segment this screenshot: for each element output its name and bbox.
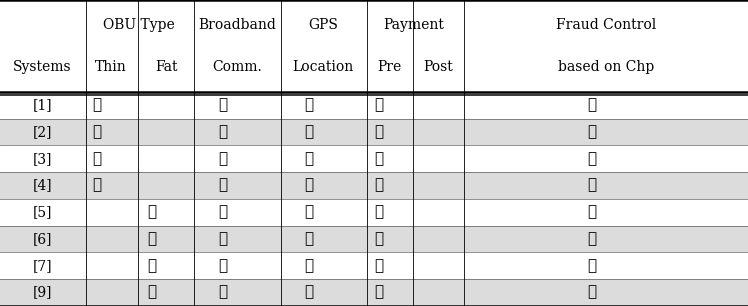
Text: Thin: Thin	[95, 60, 126, 74]
Text: ✓: ✓	[218, 259, 227, 273]
Bar	[0, 199, 748, 226]
Text: [2]: [2]	[33, 125, 52, 139]
Text: [7]: [7]	[33, 259, 52, 273]
Text: ✓: ✓	[218, 232, 227, 246]
Text: ✓: ✓	[587, 152, 596, 166]
Text: Comm.: Comm.	[212, 60, 262, 74]
Text: ✓: ✓	[304, 152, 313, 166]
Text: ✓: ✓	[147, 285, 156, 300]
Text: ✓: ✓	[304, 232, 313, 246]
Text: ✓: ✓	[218, 125, 227, 139]
Text: ✓: ✓	[147, 205, 156, 219]
Text: ✓: ✓	[304, 178, 313, 192]
Bar	[0, 119, 748, 145]
Text: [1]: [1]	[33, 98, 52, 112]
Text: ✓: ✓	[587, 205, 596, 219]
Text: Fat: Fat	[155, 60, 177, 74]
Bar	[0, 226, 748, 252]
Text: ✓: ✓	[304, 98, 313, 112]
Text: Pre: Pre	[378, 60, 402, 74]
Text: ✓: ✓	[587, 125, 596, 139]
Text: ✓: ✓	[587, 232, 596, 246]
Text: ✓: ✓	[375, 232, 384, 246]
Bar	[0, 279, 748, 306]
Text: ✓: ✓	[587, 259, 596, 273]
Text: GPS: GPS	[308, 18, 338, 32]
Text: [3]: [3]	[33, 152, 52, 166]
Text: ✓: ✓	[375, 178, 384, 192]
Bar	[0, 172, 748, 199]
Text: ✓: ✓	[147, 259, 156, 273]
Text: Payment: Payment	[384, 18, 444, 32]
Text: ✓: ✓	[587, 178, 596, 192]
Text: Systems: Systems	[13, 60, 72, 74]
Text: Post: Post	[423, 60, 453, 74]
Text: Fraud Control: Fraud Control	[556, 18, 656, 32]
Text: ✓: ✓	[375, 125, 384, 139]
Bar	[0, 145, 748, 172]
Text: [6]: [6]	[33, 232, 52, 246]
Text: ✓: ✓	[218, 205, 227, 219]
Text: [4]: [4]	[33, 178, 52, 192]
Text: OBU Type: OBU Type	[102, 18, 174, 32]
Text: ✓: ✓	[218, 178, 227, 192]
Text: [5]: [5]	[33, 205, 52, 219]
Bar	[0, 252, 748, 279]
Text: Broadband: Broadband	[198, 18, 276, 32]
Text: ✓: ✓	[304, 259, 313, 273]
Text: ✓: ✓	[304, 125, 313, 139]
Text: ✓: ✓	[218, 98, 227, 112]
Text: ✓: ✓	[304, 285, 313, 300]
Text: ✓: ✓	[375, 285, 384, 300]
Bar	[0, 92, 748, 119]
Text: ✓: ✓	[375, 152, 384, 166]
Bar	[0, 0, 748, 92]
Text: ✓: ✓	[304, 205, 313, 219]
Text: ✓: ✓	[147, 232, 156, 246]
Text: [9]: [9]	[33, 285, 52, 300]
Text: ✓: ✓	[587, 98, 596, 112]
Text: ✓: ✓	[92, 178, 101, 192]
Text: ✓: ✓	[375, 205, 384, 219]
Text: ✓: ✓	[218, 152, 227, 166]
Text: based on Chp: based on Chp	[558, 60, 654, 74]
Text: ✓: ✓	[375, 98, 384, 112]
Text: ✓: ✓	[92, 125, 101, 139]
Text: ✓: ✓	[92, 98, 101, 112]
Text: ✓: ✓	[587, 285, 596, 300]
Text: Location: Location	[292, 60, 354, 74]
Text: ✓: ✓	[92, 152, 101, 166]
Text: ✓: ✓	[218, 285, 227, 300]
Text: ✓: ✓	[375, 259, 384, 273]
